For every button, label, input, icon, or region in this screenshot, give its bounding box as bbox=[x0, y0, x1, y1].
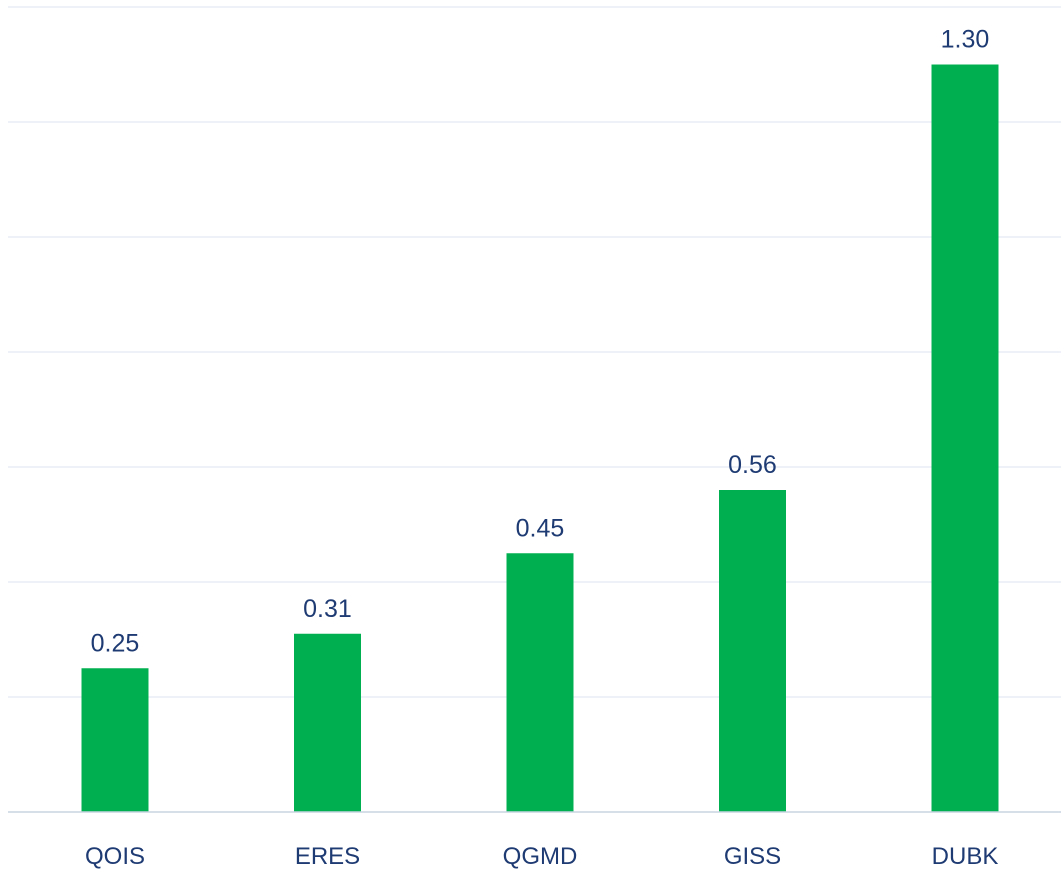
x-tick-label-qois: QOIS bbox=[85, 843, 145, 869]
x-tick-label-dubk: DUBK bbox=[932, 843, 999, 869]
x-tick-label-qgmd: QGMD bbox=[503, 843, 578, 869]
data-label-qgmd: 0.45 bbox=[516, 514, 565, 542]
bar-giss bbox=[719, 490, 786, 812]
data-label-giss: 0.56 bbox=[728, 451, 777, 479]
data-labels: 0.25 0.31 0.45 0.56 1.30 bbox=[91, 26, 990, 658]
x-tick-label-eres: ERES bbox=[295, 843, 360, 869]
bar-qois bbox=[81, 668, 149, 812]
bars bbox=[81, 64, 999, 812]
data-label-dubk: 1.30 bbox=[941, 26, 990, 54]
data-label-eres: 0.31 bbox=[303, 595, 352, 623]
data-label-qois: 0.25 bbox=[91, 629, 140, 657]
bar-eres bbox=[294, 633, 361, 812]
bar-dubk bbox=[931, 64, 999, 812]
gridlines bbox=[8, 6, 1061, 698]
x-tick-label-giss: GISS bbox=[724, 843, 781, 869]
bar-qgmd bbox=[506, 553, 574, 812]
x-tick-labels: QOIS ERES QGMD GISS DUBK bbox=[85, 843, 999, 870]
